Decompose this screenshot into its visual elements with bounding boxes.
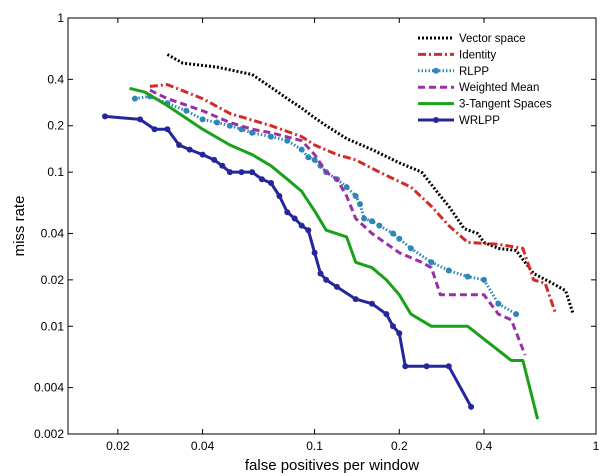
series-5-point-17: [298, 222, 305, 229]
series-layer: [102, 53, 575, 420]
series-4: [129, 86, 540, 420]
series-5-point-6: [199, 151, 206, 158]
series-2-point-5: [214, 119, 220, 126]
x-axis-title: false positives per window: [245, 457, 419, 474]
legend-marker-2: [433, 67, 439, 74]
series-line-2: [134, 94, 517, 316]
series-5-point-15: [284, 209, 291, 216]
series-5-point-23: [352, 296, 359, 303]
series-2-point-19: [357, 201, 363, 208]
y-axis-title: miss rate: [11, 196, 28, 257]
legend-marker-5: [433, 117, 439, 123]
series-2-point-10: [284, 137, 291, 144]
series-2: [131, 93, 520, 318]
series-line-3: [149, 88, 527, 356]
series-2-point-4: [199, 116, 206, 123]
axis-ticks: 0.02 0.04 0.1 0.2 0.4 1 0.002 0.004 0.01 0.02 0.04…: [34, 11, 600, 453]
x-tick-label-3: 0.2: [391, 439, 408, 453]
series-2-point-24: [396, 235, 403, 242]
series-line-5: [104, 114, 473, 408]
series-5-point-20: [317, 270, 324, 277]
y-tick-label-4: 0.04: [41, 226, 65, 240]
series-5-point-18: [305, 227, 312, 234]
x-tick-label-1: 0.04: [191, 439, 215, 453]
series-2-point-31: [513, 311, 520, 318]
series-5-point-0: [102, 113, 108, 120]
series-5-point-31: [468, 403, 475, 410]
series-2-point-17: [343, 184, 350, 191]
series-5-point-8: [219, 162, 226, 169]
series-2-point-27: [445, 267, 452, 274]
series-5-point-2: [151, 126, 158, 133]
series-5-point-22: [333, 283, 340, 290]
legend: Vector space Identity RLPP Weighted Mean 3-T…: [418, 33, 552, 127]
series-2-point-21: [369, 218, 375, 225]
legend-label-4: 3-Tangent Spaces: [459, 99, 552, 111]
series-2-point-9: [268, 133, 274, 140]
y-tick-label-2: 0.01: [41, 319, 65, 333]
y-tick-label-8: 1: [57, 11, 64, 25]
y-tick-label-6: 0.2: [47, 119, 64, 133]
legend-label-3: Weighted Mean: [459, 82, 539, 94]
legend-label-0: Vector space: [459, 33, 525, 45]
series-5-point-7: [211, 156, 218, 163]
x-tick-label-2: 0.1: [306, 439, 323, 453]
series-5-point-24: [369, 300, 375, 307]
series-5-point-29: [423, 363, 430, 370]
y-tick-label-0: 0.002: [34, 427, 64, 441]
series-2-point-22: [376, 222, 383, 229]
series-2-point-28: [464, 273, 471, 280]
series-1: [149, 83, 558, 315]
y-tick-label-3: 0.02: [41, 273, 65, 287]
series-line-1: [149, 83, 558, 315]
series-5-point-4: [176, 142, 183, 148]
x-tick-label-5: 1: [593, 439, 600, 453]
series-5-point-11: [249, 169, 256, 176]
series-2-point-20: [361, 215, 368, 222]
series-5-point-3: [164, 126, 171, 133]
series-5-point-16: [291, 215, 298, 222]
y-tick-label-1: 0.004: [34, 381, 64, 395]
series-2-point-30: [495, 300, 502, 307]
series-2-point-23: [390, 230, 396, 237]
series-5-point-21: [323, 276, 330, 283]
series-5-point-26: [390, 323, 396, 330]
series-5-point-1: [137, 116, 144, 123]
y-tick-label-7: 0.4: [47, 72, 64, 86]
series-0: [166, 53, 575, 315]
x-tick-label-4: 0.4: [476, 439, 493, 453]
series-5-point-25: [383, 311, 390, 318]
series-5-point-12: [258, 176, 265, 183]
plot-frame: [67, 17, 597, 435]
series-5-point-13: [268, 180, 274, 186]
series-2-point-0: [131, 95, 138, 102]
series-5-point-14: [276, 193, 283, 199]
series-2-point-13: [311, 156, 318, 163]
series-2-point-18: [352, 193, 359, 199]
series-5-point-28: [402, 363, 409, 370]
legend-label-1: Identity: [459, 49, 496, 61]
series-5-point-19: [311, 249, 318, 256]
legend-label-2: RLPP: [459, 66, 489, 78]
x-tick-label-0: 0.02: [106, 439, 130, 453]
series-2-point-25: [407, 245, 414, 252]
series-2-point-26: [428, 259, 435, 266]
series-2-point-12: [305, 154, 312, 161]
series-5: [102, 113, 475, 410]
legend-label-5: WRLPP: [459, 115, 500, 127]
series-5-point-30: [445, 363, 452, 370]
series-line-0: [166, 53, 575, 315]
series-3: [149, 88, 527, 356]
series-2-point-29: [481, 276, 487, 283]
y-tick-label-5: 0.1: [47, 165, 64, 179]
series-2-point-3: [183, 107, 190, 114]
series-5-point-9: [226, 169, 233, 176]
series-2-point-8: [249, 129, 256, 136]
series-5-point-10: [238, 169, 245, 176]
series-2-point-11: [298, 146, 305, 153]
series-line-4: [129, 86, 540, 420]
series-5-point-27: [396, 330, 403, 337]
series-5-point-5: [186, 146, 193, 153]
